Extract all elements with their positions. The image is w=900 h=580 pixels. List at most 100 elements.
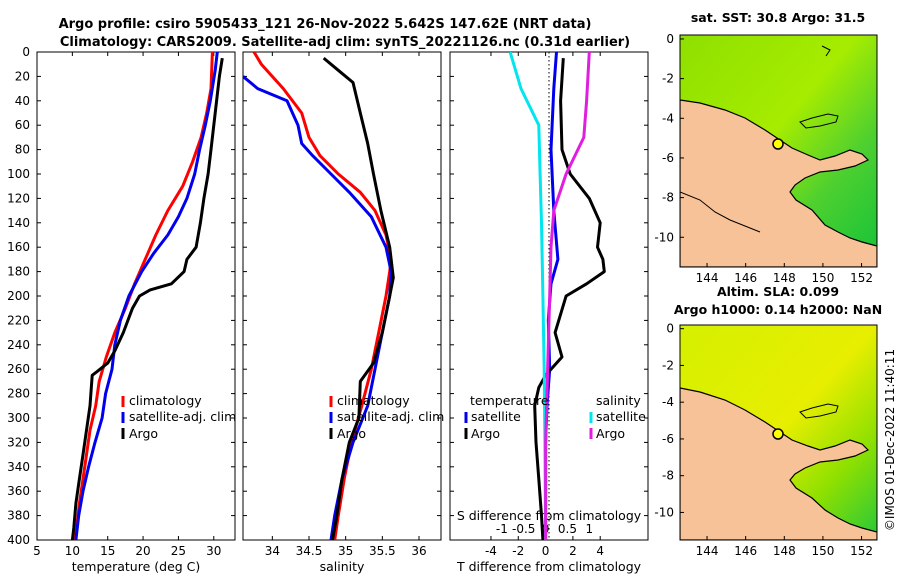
temperature-xtick-label: 5 — [33, 544, 41, 558]
difference-xtick-label: -2 — [512, 544, 524, 558]
depth-tick-label: 160 — [7, 240, 30, 254]
difference-xlabel: T difference from climatology — [456, 559, 642, 574]
legend-label-climatology: climatology — [337, 393, 410, 408]
map-top-frame — [679, 34, 878, 268]
map-ytick-label: -4 — [662, 395, 674, 409]
title-line-2: Climatology: CARS2009. Satellite-adj cli… — [60, 35, 630, 50]
coast-inner — [680, 191, 761, 233]
land-new-guinea — [680, 387, 877, 540]
salinity-xtick-label: 35 — [338, 544, 353, 558]
depth-tick-label: 340 — [7, 460, 30, 474]
salinity-panel-frame — [242, 51, 442, 541]
temperature-series — [70, 52, 224, 540]
depth-tick-label: 100 — [7, 167, 30, 181]
legend-title-temperature: temperature — [470, 393, 549, 408]
legend-label-climatology: climatology — [129, 393, 202, 408]
legend-label-satellite: satellite-adj. clim — [337, 409, 444, 424]
map-ytick-label: -10 — [654, 230, 674, 244]
temperature-legend: climatology satellite-adj. clim Argo — [121, 393, 236, 441]
temperature-line-argo — [70, 57, 224, 540]
map-xtick-label: 152 — [850, 271, 873, 285]
difference-series — [508, 52, 606, 540]
difference-line-t-argo — [533, 58, 606, 540]
depth-tick-label: 260 — [7, 362, 30, 376]
map-ytick-label: -10 — [654, 505, 674, 519]
legend-label-argo: Argo — [129, 426, 158, 441]
map-ytick-label: -2 — [662, 358, 674, 372]
map-top-axes: 144 146 148 150 152 0 -2 -4 -6 -8 -10 — [654, 32, 873, 285]
legend-label-argo: Argo — [337, 426, 366, 441]
depth-tick-label: 80 — [15, 143, 30, 157]
map-bottom-title-1: Altim. SLA: 0.099 — [717, 284, 839, 299]
salinity-line-satellite-adj-clim — [243, 75, 393, 540]
temperature-xtick-label: 10 — [65, 544, 80, 558]
map-xtick-label: 150 — [811, 271, 834, 285]
map-xtick-label: 144 — [696, 271, 719, 285]
difference-xtick-label: 4 — [596, 544, 604, 558]
difference-line-t-satellite — [544, 52, 560, 540]
coast-new-britain — [799, 403, 839, 419]
map-ytick-label: -8 — [662, 191, 674, 205]
salinity-series — [243, 52, 395, 540]
legend-title-salinity: salinity — [596, 393, 641, 408]
map-xtick-label: 148 — [773, 544, 796, 558]
depth-tick-label: 20 — [15, 69, 30, 83]
salinity-line-climatology — [252, 52, 393, 540]
map-bottom-axes: 144 146 148 150 152 0 -2 -4 -6 -8 -10 — [654, 322, 873, 558]
depth-tick-label: 240 — [7, 338, 30, 352]
temperature-xlabel: temperature (deg C) — [72, 559, 201, 574]
depth-tick-label: 60 — [15, 118, 30, 132]
map-bottom-frame — [679, 324, 878, 541]
map-ytick-label: -8 — [662, 469, 674, 483]
s-difference-tick-label: 1 — [585, 522, 593, 536]
coast-new-britain — [799, 113, 839, 129]
temperature-xtick-label: 20 — [135, 544, 150, 558]
map-bottom-title-2: Argo h1000: 0.14 h2000: NaN — [674, 302, 882, 317]
imos-stamp: ©IMOS 01-Dec-2022 11:40:11 — [883, 349, 897, 531]
depth-tick-label: 220 — [7, 313, 30, 327]
salinity-line-argo — [322, 56, 395, 540]
salinity-xtick-label: 35.5 — [369, 544, 396, 558]
coast-islands — [821, 45, 831, 57]
legend-label-t-argo: Argo — [471, 426, 500, 441]
depth-tick-label: 400 — [7, 533, 30, 547]
s-difference-tick-label: -0.5 — [512, 522, 535, 536]
depth-tick-label: 40 — [15, 94, 30, 108]
legend-label-satellite: satellite-adj. clim — [129, 409, 236, 424]
temperature-line-climatology — [73, 52, 214, 540]
map-ytick-label: -4 — [662, 111, 674, 125]
difference-xtick-label: -4 — [485, 544, 497, 558]
map-top-title: sat. SST: 30.8 Argo: 31.5 — [691, 10, 865, 25]
temperature-x-axis: 5 10 15 20 25 30 — [33, 52, 221, 558]
difference-line-s-argo — [544, 52, 591, 540]
map-ytick-label: -6 — [662, 151, 674, 165]
depth-tick-label: 360 — [7, 484, 30, 498]
depth-tick-label: 380 — [7, 509, 30, 523]
depth-tick-label: 180 — [7, 265, 30, 279]
salinity-xlabel: salinity — [320, 559, 365, 574]
salinity-legend: climatology satellite-adj. clim Argo — [329, 393, 444, 441]
salinity-x-axis: 34 34.5 35 35.5 36 — [265, 52, 427, 558]
map-ytick-label: 0 — [666, 322, 674, 336]
difference-xtick-label: 0 — [542, 544, 550, 558]
temperature-xtick-label: 15 — [100, 544, 115, 558]
map-xtick-label: 150 — [811, 544, 834, 558]
legend-label-s-argo: Argo — [596, 426, 625, 441]
float-marker-top — [772, 138, 784, 150]
depth-tick-label: 300 — [7, 411, 30, 425]
temperature-xtick-label: 30 — [206, 544, 221, 558]
legend-label-t-satellite: satellite — [471, 409, 521, 424]
depth-tick-label: 280 — [7, 387, 30, 401]
land-new-guinea — [680, 99, 877, 267]
map-top-image — [680, 35, 877, 267]
map-xtick-label: 148 — [773, 271, 796, 285]
temperature-line-satellite-adj-clim — [74, 52, 219, 540]
map-xtick-label: 146 — [734, 271, 757, 285]
depth-tick-label: 140 — [7, 216, 30, 230]
float-marker-bottom — [772, 428, 784, 440]
depth-tick-label: 200 — [7, 289, 30, 303]
s-difference-axis-label: S difference from climatology — [457, 508, 642, 523]
temperature-xtick-label: 25 — [171, 544, 186, 558]
map-xtick-label: 144 — [696, 544, 719, 558]
title-line-1: Argo profile: csiro 5905433_121 26-Nov-2… — [59, 17, 592, 32]
